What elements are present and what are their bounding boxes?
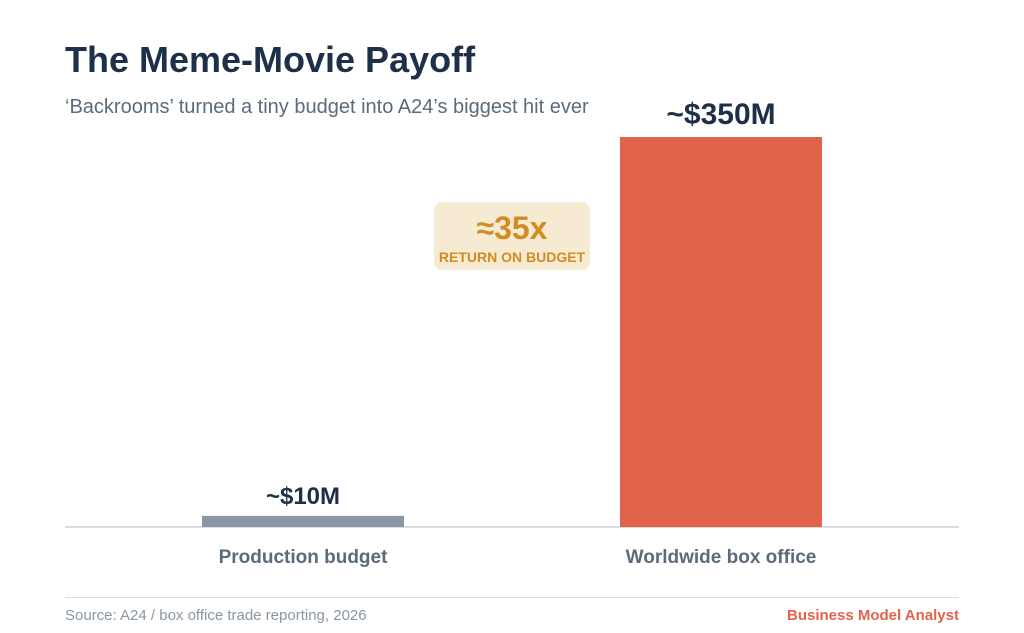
category-label-box-office: Worldwide box office bbox=[626, 547, 817, 568]
return-multiple: ≈35x bbox=[476, 210, 548, 246]
return-callout: ≈35x RETURN ON BUDGET bbox=[434, 202, 590, 270]
bar-budget bbox=[202, 515, 404, 527]
value-label-budget: ~$10M bbox=[266, 483, 340, 510]
chart-subtitle: ‘Backrooms’ turned a tiny budget into A2… bbox=[65, 96, 589, 118]
source-note: Source: A24 / box office trade reporting… bbox=[65, 607, 367, 624]
chart-title: The Meme-Movie Payoff bbox=[65, 39, 476, 80]
return-label: RETURN ON BUDGET bbox=[438, 249, 586, 265]
value-label-box-office: ~$350M bbox=[666, 98, 775, 131]
brand-credit: Business Model Analyst bbox=[787, 607, 959, 624]
category-label-budget: Production budget bbox=[219, 547, 389, 568]
footer-divider bbox=[65, 597, 959, 598]
bar-box-office bbox=[620, 137, 822, 527]
